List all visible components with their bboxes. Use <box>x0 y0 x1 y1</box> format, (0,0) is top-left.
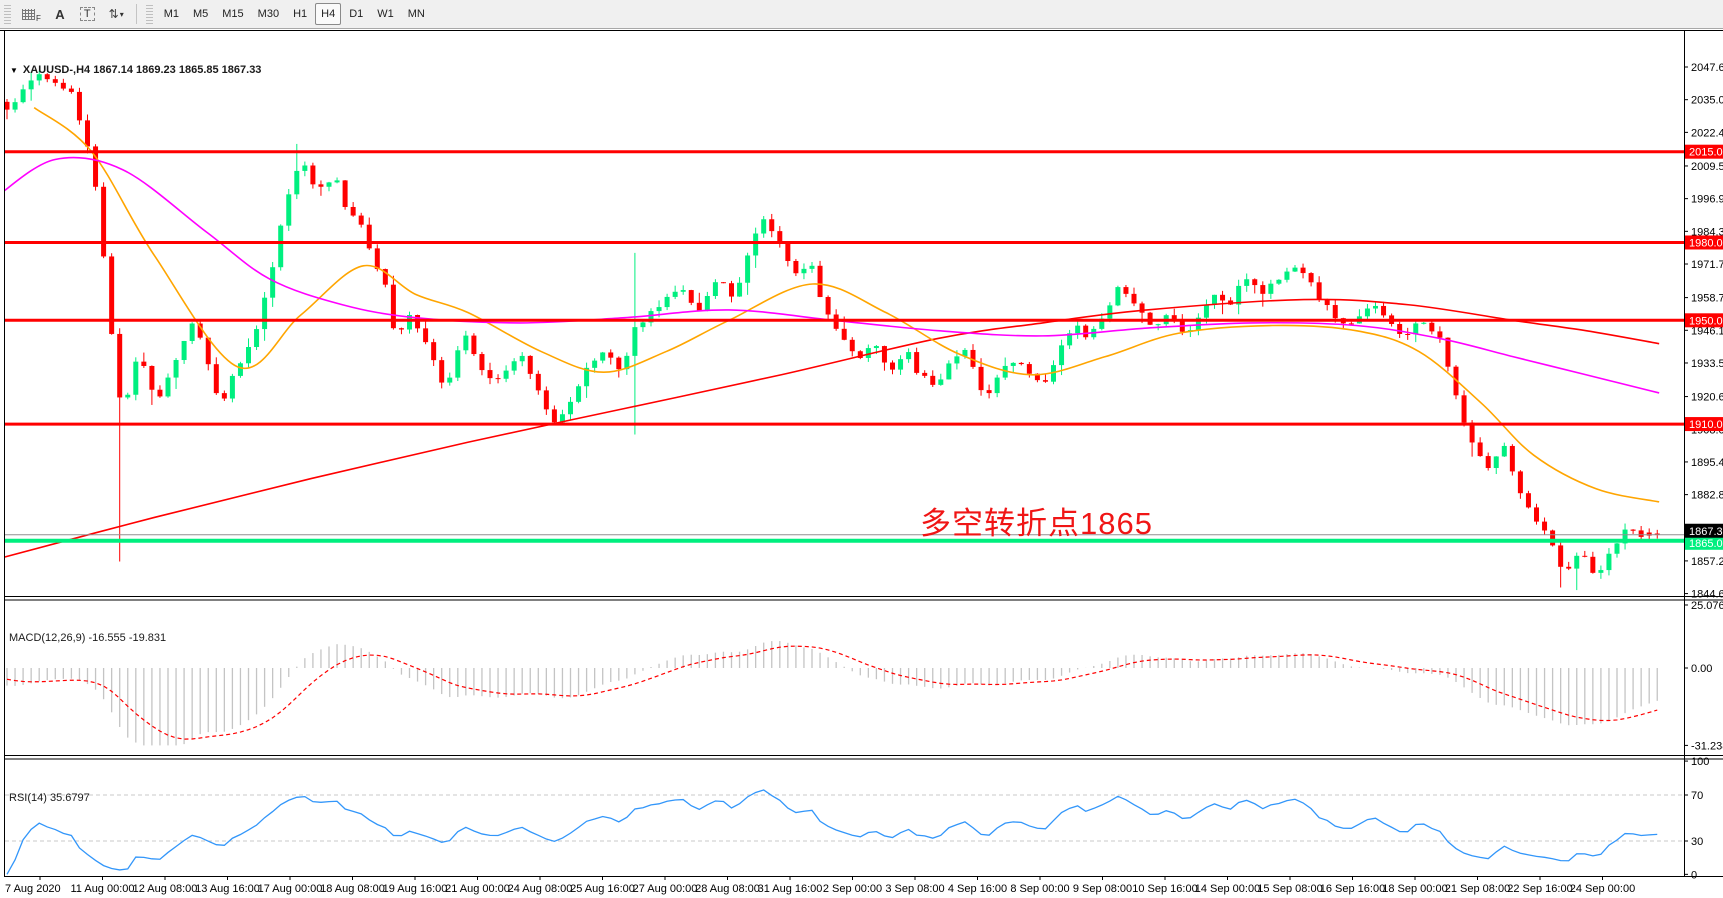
timeframe-W1[interactable]: W1 <box>371 3 400 25</box>
chart-canvas[interactable]: 2047.65 2035.05 2022.45 2009.50 1996.90 1984.… <box>0 30 1723 898</box>
timeframe-M15[interactable]: M15 <box>216 3 249 25</box>
hline-price-label-box <box>1685 535 1723 550</box>
chart-foreground-button[interactable]: F <box>16 3 46 25</box>
time-axis-label: 24 Sep 00:00 <box>1570 883 1635 895</box>
chart-area: 2047.65 2035.05 2022.45 2009.50 1996.90 1984.… <box>0 30 1723 898</box>
timeframe-D1[interactable]: D1 <box>343 3 369 25</box>
rsi-tick-label: 70 <box>1691 790 1703 802</box>
collapse-triangle-icon[interactable]: ▼ <box>10 65 18 75</box>
time-axis-label: 2 Sep 00:00 <box>823 883 882 895</box>
price-tick-label: 2009.50 <box>1691 161 1723 173</box>
macd-tick-label: -31.238 <box>1691 740 1723 752</box>
time-axis-label: 18 Sep 00:00 <box>1382 883 1447 895</box>
price-tick-label: 2022.45 <box>1691 127 1723 139</box>
price-tick-label: 1920.60 <box>1691 392 1723 404</box>
hline-price-label-box <box>1685 235 1723 250</box>
ma-fast-orange-line <box>33 106 1660 503</box>
chart-title: ▼ XAUUSD-,H4 1867.14 1869.23 1865.85 186… <box>10 64 261 76</box>
price-tick-label: 1984.30 <box>1691 226 1723 238</box>
hline-price-label-box <box>1685 313 1723 328</box>
timeframe-MN[interactable]: MN <box>402 3 431 25</box>
ma-mid-magenta-line <box>5 156 1660 394</box>
time-axis-label: 22 Sep 16:00 <box>1507 883 1572 895</box>
hline-price-label-box <box>1685 144 1723 159</box>
chart-text-annotation[interactable]: 多空转折点1865 <box>920 506 1153 541</box>
price-tick-label: 1882.80 <box>1691 490 1723 502</box>
dotted-grid-icon <box>22 8 35 20</box>
price-tick-label: 1971.70 <box>1691 259 1723 271</box>
symbol-ohlc-text: XAUUSD-,H4 1867.14 1869.23 1865.85 1867.… <box>22 64 262 76</box>
time-axis-label: 19 Aug 16:00 <box>383 883 448 895</box>
rsi-line <box>6 789 1658 875</box>
price-tick-label: 1933.55 <box>1691 358 1723 370</box>
rsi-tick-label: 0 <box>1691 869 1697 881</box>
toolbar-separator <box>135 4 137 24</box>
time-axis-label: 3 Sep 08:00 <box>885 883 944 895</box>
time-axis-label: 28 Aug 08:00 <box>695 883 760 895</box>
macd-layer <box>6 641 1658 746</box>
rsi-tick-label: 30 <box>1691 836 1703 848</box>
time-axis-label: 9 Sep 08:00 <box>1073 883 1132 895</box>
rsi-tick-label: 100 <box>1691 756 1709 768</box>
timeframe-M30[interactable]: M30 <box>252 3 285 25</box>
toolbar-drag-handle[interactable] <box>145 4 153 24</box>
price-tick-label: 1857.25 <box>1691 556 1723 568</box>
timeframe-H4[interactable]: H4 <box>315 3 342 25</box>
time-axis-label: 21 Sep 08:00 <box>1445 883 1510 895</box>
text-label-tool-button[interactable]: T <box>74 3 101 25</box>
price-tick-label: 1895.40 <box>1691 457 1723 469</box>
price-tick-label: 1946.15 <box>1691 325 1723 337</box>
hline-price-label-text: 2015.00 <box>1689 147 1723 159</box>
foreground-f-icon: F <box>36 13 41 23</box>
time-axis-label: 21 Aug 00:00 <box>445 883 510 895</box>
text-t-icon: T <box>79 7 95 21</box>
macd-tick-label: 0.00 <box>1691 663 1712 675</box>
arrow-objects-button[interactable]: ⇅ ▾ <box>103 3 130 25</box>
toolbar: F A T ⇅ ▾ M1 M5 M15 M30 H1 H4 D1 W1 MN <box>0 0 1723 29</box>
rsi-indicator-label: RSI(14) 35.6797 <box>9 792 90 804</box>
dropdown-caret-icon: ▾ <box>119 9 124 19</box>
price-tick-label: 1996.90 <box>1691 194 1723 206</box>
ma-slow-red-line <box>5 298 1660 558</box>
time-axis-label: 12 Aug 08:00 <box>133 883 198 895</box>
time-axis-label: 8 Sep 00:00 <box>1010 883 1069 895</box>
hline-price-label-text: 1980.00 <box>1689 237 1723 249</box>
price-tick-label: 2035.05 <box>1691 95 1723 107</box>
timeframe-M5[interactable]: M5 <box>187 3 214 25</box>
time-axis-label: 31 Aug 16:00 <box>758 883 823 895</box>
time-axis-label: 16 Sep 16:00 <box>1320 883 1385 895</box>
time-axis-label: 18 Aug 08:00 <box>320 883 385 895</box>
arrow-tool-button[interactable]: A <box>48 3 72 25</box>
price-tick-label: 1958.75 <box>1691 293 1723 305</box>
timeframe-group: M1 M5 M15 M30 H1 H4 D1 W1 MN <box>157 3 432 25</box>
macd-tick-label: 25.076 <box>1691 600 1723 612</box>
hline-price-label-text: 1865.00 <box>1689 538 1723 550</box>
time-axis-label: 15 Sep 08:00 <box>1257 883 1322 895</box>
bid-price-label-text: 1867.33 <box>1689 526 1723 538</box>
macd-indicator-label: MACD(12,26,9) -16.555 -19.831 <box>9 632 167 644</box>
toolbar-drag-handle[interactable] <box>4 4 11 24</box>
time-axis-label: 14 Sep 00:00 <box>1195 883 1260 895</box>
timeframe-M1[interactable]: M1 <box>158 3 185 25</box>
time-axis-label: 25 Aug 16:00 <box>570 883 635 895</box>
time-axis-label: 17 Aug 00:00 <box>258 883 323 895</box>
hline-price-label-text: 1910.00 <box>1689 419 1723 431</box>
time-axis-label: 13 Aug 16:00 <box>195 883 260 895</box>
bid-price-label-box <box>1685 523 1723 538</box>
time-axis-label: 27 Aug 00:00 <box>633 883 698 895</box>
hline-price-label-box <box>1685 417 1723 432</box>
price-tick-label: 1844.65 <box>1691 589 1723 601</box>
time-axis-label: 24 Aug 08:00 <box>508 883 573 895</box>
timeframe-H1[interactable]: H1 <box>287 3 313 25</box>
time-axis-label: 11 Aug 00:00 <box>70 883 134 895</box>
hline-price-label-text: 1950.00 <box>1689 315 1723 327</box>
rsi-layer <box>5 789 1684 875</box>
price-tick-label: 2047.65 <box>1691 62 1723 74</box>
time-axis-label: 10 Sep 16:00 <box>1132 883 1197 895</box>
diagonal-arrows-icon: ⇅ <box>108 7 119 21</box>
letter-a-icon: A <box>55 6 65 22</box>
time-axis-label: 7 Aug 2020 <box>5 883 61 895</box>
time-axis-label: 4 Sep 16:00 <box>948 883 1007 895</box>
